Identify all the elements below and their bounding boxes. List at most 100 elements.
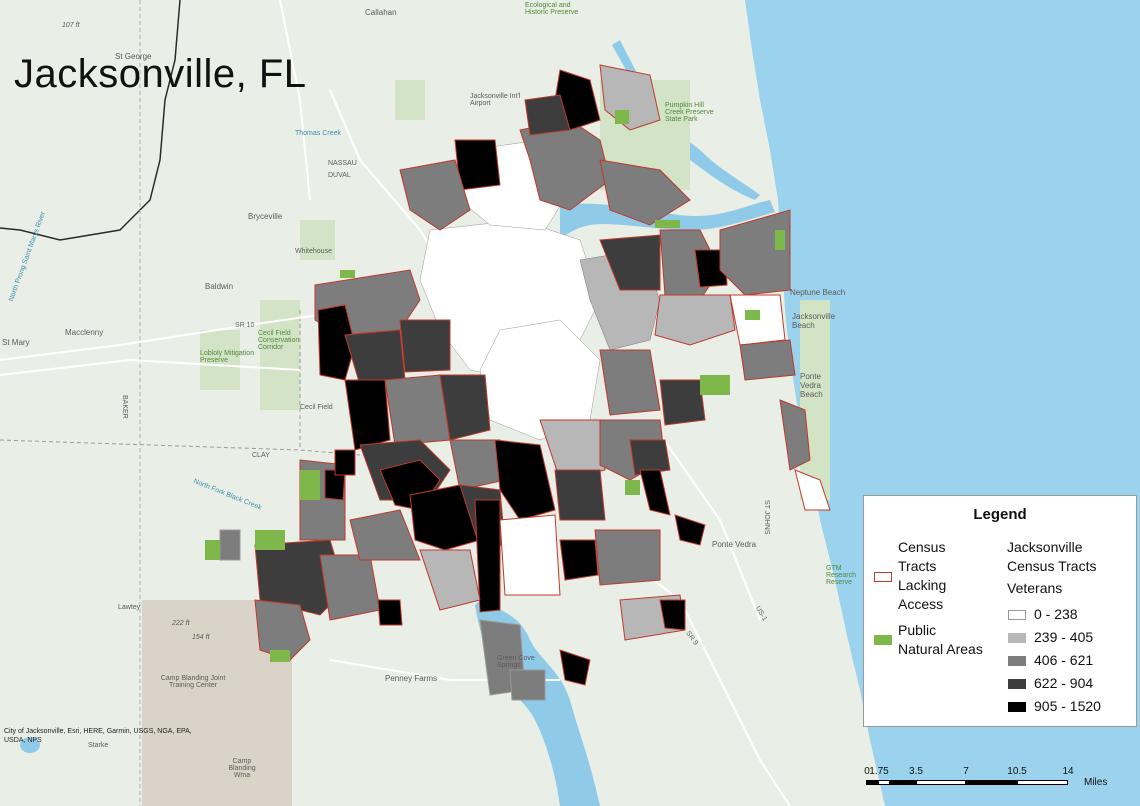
legend-class-label: 406 - 621 (1034, 652, 1094, 668)
tract[interactable] (344, 379, 391, 451)
place-label-neptune-beach: Neptune Beach (790, 288, 846, 297)
tract[interactable] (554, 69, 601, 131)
tract[interactable] (524, 94, 571, 136)
river-north-channels (612, 40, 760, 200)
tract[interactable] (629, 439, 671, 476)
tract[interactable] (499, 514, 561, 596)
tract[interactable] (254, 599, 311, 661)
tract[interactable] (439, 374, 491, 441)
tract[interactable] (674, 514, 706, 546)
legend-swatch-natural-areas (874, 635, 892, 645)
scale-tick: 0 (864, 766, 870, 777)
tract[interactable] (419, 549, 481, 611)
tract[interactable] (779, 399, 811, 471)
scale-tick: 14 (1062, 766, 1074, 777)
tract[interactable] (474, 499, 501, 613)
place-label-callahan: Callahan (365, 8, 397, 17)
tract[interactable] (334, 449, 356, 476)
tract[interactable] (654, 294, 736, 346)
legend-tracts-line: Census Tracts (1007, 558, 1097, 574)
place-label-gtm-reserve: GTM Research Reserve (826, 565, 856, 586)
tract[interactable] (349, 509, 421, 561)
place-label-bryceville: Bryceville (248, 212, 283, 221)
place-label-thomas-creek: Thomas Creek (295, 130, 341, 137)
place-label-cecil-field: Cecil Field (300, 404, 333, 411)
place-label-macclenny: Macclenny (65, 328, 104, 337)
legend-label-natural-areas: Public Natural Areas (898, 621, 983, 659)
tract[interactable] (599, 349, 661, 416)
tract[interactable] (559, 649, 591, 686)
elevation-label-154: 154 ft (192, 634, 210, 641)
tract[interactable] (599, 159, 691, 226)
legend-swatch-class-0 (1008, 610, 1026, 620)
scale-tick: 3.5 (909, 766, 923, 777)
legend-swatch-class-4 (1008, 702, 1026, 712)
legend-class-label: 0 - 238 (1034, 606, 1078, 622)
place-label-lawtey: Lawtey (118, 604, 141, 611)
tract[interactable] (409, 484, 481, 551)
place-label-st-george: St George (115, 52, 152, 61)
tract[interactable] (384, 374, 451, 446)
tract[interactable] (509, 669, 546, 701)
tract[interactable] (739, 339, 796, 381)
scale-segment (890, 780, 916, 785)
public-natural-areas (205, 110, 785, 662)
tract[interactable] (539, 419, 606, 481)
legend-swatch-class-1 (1008, 633, 1026, 643)
legend-class-label: 239 - 405 (1034, 629, 1094, 645)
tract[interactable] (694, 249, 728, 288)
place-label-st-mary: St Mary (2, 338, 30, 347)
tract[interactable] (659, 599, 686, 631)
legend-class-label: 905 - 1520 (1034, 698, 1101, 714)
tract[interactable] (494, 439, 556, 521)
legend-lacking-line: Census (898, 539, 946, 555)
place-label-cecil-field-corridor: Cecil Field Conservation Corridor (258, 330, 300, 351)
scale-unit: Miles (1084, 777, 1108, 788)
scale-segment (878, 780, 890, 785)
place-label-airport: Jacksonville Int'l Airport (470, 93, 521, 107)
legend-swatch-class-2 (1008, 656, 1026, 666)
tract[interactable] (659, 379, 706, 426)
legend-lacking-line: Access (898, 596, 944, 612)
scale-segment (966, 780, 1017, 785)
legend-label-lacking-access: Census Tracts Lacking Access (898, 538, 946, 614)
legend-natural-line: Public (898, 622, 937, 638)
legend-tracts-line: Jacksonville (1007, 539, 1083, 555)
tract[interactable] (639, 469, 671, 516)
tract[interactable] (399, 159, 471, 231)
tract[interactable] (319, 554, 381, 621)
scale-tick: 7 (963, 766, 969, 777)
tract[interactable] (599, 234, 661, 291)
place-label-green-cove-springs: Green Cove Springs (497, 655, 535, 669)
place-label-clay: CLAY (252, 452, 270, 459)
tract[interactable] (594, 529, 661, 586)
legend-class-label: 622 - 904 (1034, 675, 1094, 691)
lake (20, 737, 40, 753)
legend-swatch-class-3 (1008, 679, 1026, 689)
tract[interactable] (554, 469, 606, 521)
county-line-duval (0, 310, 361, 456)
legend-swatch-lacking-access (874, 572, 892, 582)
tract[interactable] (377, 599, 403, 626)
tract[interactable] (794, 469, 831, 511)
place-label-penney-farms: Penney Farms (385, 674, 438, 683)
place-label-duval: DUVAL (328, 172, 351, 179)
tract[interactable] (719, 209, 791, 296)
place-label-baldwin: Baldwin (205, 282, 234, 291)
attribution-credits: City of Jacksonville, Esri, HERE, Garmin… (4, 728, 192, 744)
tract[interactable] (559, 539, 599, 581)
tract[interactable] (317, 304, 356, 381)
scale-tick: 1.75 (869, 766, 889, 777)
place-label-jacksonville-beach: Jacksonville Beach (792, 312, 836, 330)
county-line-nassau (0, 0, 181, 241)
census-tracts (219, 64, 831, 701)
tract[interactable] (219, 529, 241, 561)
place-label-whitehouse: Whitehouse (295, 248, 332, 255)
tract[interactable] (399, 319, 451, 373)
place-label-nassau: NASSAU (328, 160, 357, 167)
scale-bar: 0 1.75 3.5 7 10.5 14 Miles (864, 766, 1136, 790)
place-label-starke: Starke (88, 742, 109, 749)
scale-segment (1017, 780, 1068, 785)
legend: Legend Census Tracts Lacking Access Publ… (863, 495, 1137, 727)
place-label-pumpkin-hill: Pumpkin Hill Creek Preserve State Park (665, 102, 714, 123)
